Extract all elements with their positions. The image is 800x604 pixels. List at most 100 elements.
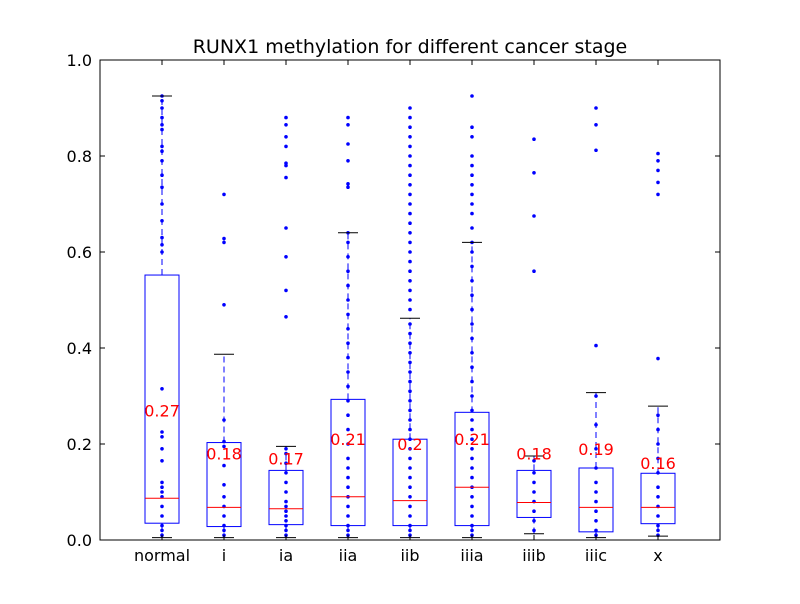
data-point xyxy=(656,180,660,185)
data-point xyxy=(470,135,474,139)
data-point xyxy=(594,106,598,110)
data-point xyxy=(222,495,226,499)
data-point xyxy=(160,495,164,499)
data-point xyxy=(222,236,226,241)
data-point xyxy=(408,163,412,168)
x-tick-label: normal xyxy=(134,546,190,565)
data-point xyxy=(160,459,164,463)
data-point xyxy=(408,370,412,374)
data-point xyxy=(346,427,350,432)
data-point xyxy=(284,509,288,513)
data-point xyxy=(346,370,350,374)
data-point xyxy=(470,514,474,518)
data-point xyxy=(160,99,164,103)
data-point xyxy=(470,528,474,533)
data-point xyxy=(160,523,164,528)
data-point xyxy=(470,211,474,216)
data-point xyxy=(346,269,350,274)
data-point xyxy=(656,151,660,156)
data-point xyxy=(594,447,598,451)
data-point xyxy=(656,427,660,432)
box-group-iiia: 0.21 xyxy=(454,94,490,539)
box-iqr xyxy=(640,472,676,525)
data-point xyxy=(408,240,412,245)
data-point xyxy=(160,435,164,439)
data-point xyxy=(532,214,536,218)
data-point xyxy=(656,442,660,446)
box-iqr xyxy=(144,274,180,524)
data-point xyxy=(470,183,474,187)
data-point xyxy=(346,413,350,418)
data-point xyxy=(160,387,164,391)
data-point xyxy=(160,127,164,132)
mean-label: 0.21 xyxy=(454,430,490,449)
data-point xyxy=(470,495,474,499)
x-tick-label: iiic xyxy=(585,546,607,565)
data-point xyxy=(284,161,288,165)
y-tick-label: 0.0 xyxy=(67,531,92,550)
data-point xyxy=(470,94,474,98)
data-point xyxy=(470,125,474,129)
data-point xyxy=(222,444,226,449)
data-point xyxy=(346,283,350,288)
data-point xyxy=(408,250,412,254)
data-point xyxy=(656,495,660,499)
data-point xyxy=(470,475,474,480)
x-tick-label: x xyxy=(653,546,662,565)
data-point xyxy=(160,490,164,494)
data-point xyxy=(346,384,350,389)
data-point xyxy=(346,514,350,518)
data-point xyxy=(160,115,164,120)
data-point xyxy=(284,447,288,451)
data-point xyxy=(222,303,226,307)
data-point xyxy=(160,159,164,163)
x-tick-label: iiia xyxy=(460,546,483,565)
data-point xyxy=(222,418,226,422)
data-point xyxy=(470,408,474,413)
data-point xyxy=(346,399,350,403)
data-point xyxy=(408,269,412,274)
data-point xyxy=(284,471,288,475)
data-point xyxy=(470,427,474,432)
data-point xyxy=(346,298,350,302)
data-point xyxy=(160,144,164,149)
chart-title: RUNX1 methylation for different cancer s… xyxy=(193,36,628,58)
data-point xyxy=(470,336,474,341)
data-point xyxy=(408,456,412,461)
data-point xyxy=(408,298,412,302)
data-point xyxy=(284,461,288,466)
data-point xyxy=(532,137,536,141)
data-point xyxy=(160,480,164,485)
data-point xyxy=(284,504,288,509)
x-tick-label: i xyxy=(222,546,226,565)
data-point xyxy=(408,154,412,158)
data-point xyxy=(408,475,412,480)
data-point xyxy=(284,451,288,456)
data-point xyxy=(470,456,474,461)
data-point xyxy=(594,519,598,523)
data-point xyxy=(470,466,474,470)
data-point xyxy=(408,288,412,293)
data-point xyxy=(594,394,598,398)
data-point xyxy=(408,279,412,283)
data-point xyxy=(346,240,350,245)
box-iqr xyxy=(206,442,242,528)
data-point xyxy=(222,528,226,533)
data-point xyxy=(470,192,474,197)
data-point xyxy=(284,123,288,127)
data-point xyxy=(470,154,474,158)
data-point xyxy=(284,254,288,259)
data-point xyxy=(284,519,288,523)
data-point xyxy=(408,389,412,394)
data-point xyxy=(408,221,412,225)
mean-label: 0.21 xyxy=(330,430,366,449)
data-point xyxy=(470,173,474,177)
data-point xyxy=(284,288,288,293)
data-point xyxy=(470,279,474,283)
mean-label: 0.18 xyxy=(206,445,242,464)
x-tick-label: iia xyxy=(339,546,358,565)
data-point xyxy=(160,514,164,518)
x-tick-label: iiib xyxy=(522,546,546,565)
data-point xyxy=(408,125,412,129)
